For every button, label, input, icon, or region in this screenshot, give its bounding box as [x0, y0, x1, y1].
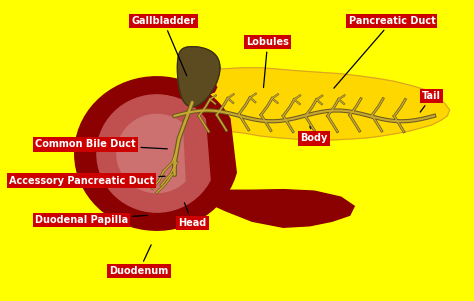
Text: Accessory Pancreatic Duct: Accessory Pancreatic Duct: [9, 175, 165, 186]
Polygon shape: [75, 77, 236, 230]
Text: Lobules: Lobules: [246, 37, 289, 88]
Text: Duodenum: Duodenum: [109, 245, 169, 276]
Text: Body: Body: [301, 126, 328, 144]
Polygon shape: [117, 114, 185, 193]
Text: Common Bile Duct: Common Bile Duct: [36, 139, 167, 150]
Text: Duodenal Papilla: Duodenal Papilla: [35, 215, 147, 225]
Polygon shape: [97, 95, 210, 212]
Polygon shape: [177, 47, 220, 107]
Polygon shape: [155, 187, 354, 227]
Text: Pancreatic Duct: Pancreatic Duct: [334, 16, 435, 88]
Polygon shape: [164, 77, 217, 96]
Text: Head: Head: [178, 203, 206, 228]
Text: Tail: Tail: [420, 91, 441, 112]
Polygon shape: [157, 68, 450, 140]
Text: Gallbladder: Gallbladder: [131, 16, 195, 76]
